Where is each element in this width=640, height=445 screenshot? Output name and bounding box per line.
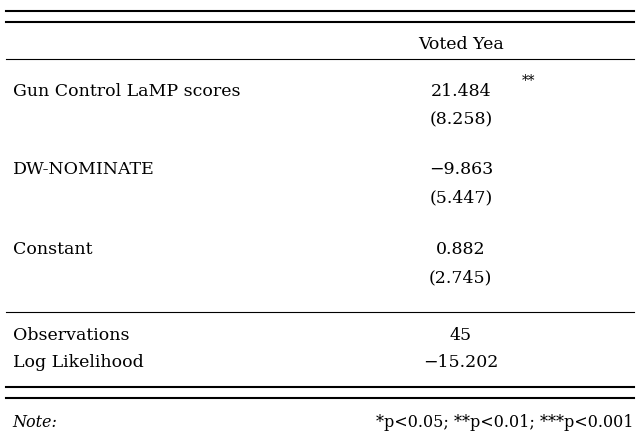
Text: **: ** [522,74,535,89]
Text: Gun Control LaMP scores: Gun Control LaMP scores [13,83,240,100]
Text: Log Likelihood: Log Likelihood [13,354,143,371]
Text: Observations: Observations [13,328,129,344]
Text: −9.863: −9.863 [429,161,493,178]
Text: 21.484: 21.484 [431,83,491,100]
Text: DW-NOMINATE: DW-NOMINATE [13,161,154,178]
Text: Note:: Note: [13,414,58,431]
Text: 0.882: 0.882 [436,241,486,258]
Text: Voted Yea: Voted Yea [418,36,504,53]
Text: (5.447): (5.447) [429,190,492,206]
Text: −15.202: −15.202 [423,354,499,371]
Text: *p<0.05; **p<0.01; ***p<0.001: *p<0.05; **p<0.01; ***p<0.001 [376,414,634,431]
Text: (8.258): (8.258) [429,112,492,129]
Text: (2.745): (2.745) [429,270,493,287]
Text: Constant: Constant [13,241,92,258]
Text: 45: 45 [450,328,472,344]
